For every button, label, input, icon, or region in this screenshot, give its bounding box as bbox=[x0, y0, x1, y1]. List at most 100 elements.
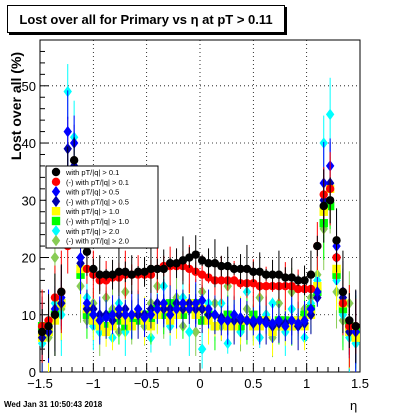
data-point bbox=[108, 270, 117, 279]
data-point bbox=[133, 267, 143, 277]
data-point bbox=[82, 247, 92, 256]
data-point bbox=[236, 264, 245, 274]
x-tick-label: −0.5 bbox=[134, 376, 160, 391]
data-point bbox=[261, 270, 271, 279]
data-point bbox=[121, 309, 130, 321]
data-point bbox=[127, 309, 136, 321]
data-point bbox=[114, 267, 124, 277]
data-point bbox=[191, 297, 200, 310]
timestamp-footer: Wed Jan 31 10:50:43 2018 bbox=[4, 400, 103, 409]
data-point bbox=[197, 270, 207, 279]
data-point bbox=[325, 108, 335, 121]
data-point bbox=[268, 317, 277, 330]
data-point bbox=[338, 287, 348, 297]
data-point bbox=[140, 267, 149, 277]
data-point bbox=[204, 259, 213, 268]
data-point bbox=[172, 259, 181, 268]
data-point bbox=[50, 310, 60, 319]
data-point bbox=[101, 311, 111, 324]
data-point bbox=[325, 196, 335, 205]
data-point bbox=[268, 270, 277, 279]
data-point bbox=[95, 314, 104, 327]
data-point bbox=[229, 309, 239, 321]
data-point bbox=[255, 314, 264, 327]
legend-label: (-) with pT/|q| > 0.5 bbox=[66, 197, 129, 206]
legend-label: (-) with pT/|q| > 0.1 bbox=[66, 178, 129, 187]
data-point bbox=[268, 297, 277, 310]
x-tick-label: 1 bbox=[303, 376, 310, 391]
data-point bbox=[242, 264, 252, 274]
data-point bbox=[300, 314, 309, 327]
data-point bbox=[101, 270, 111, 279]
data-point bbox=[146, 264, 156, 274]
data-point bbox=[159, 264, 168, 274]
data-point bbox=[165, 259, 175, 268]
legend-marker bbox=[51, 216, 61, 226]
legend-marker bbox=[51, 185, 61, 198]
data-point bbox=[261, 317, 271, 330]
data-point bbox=[242, 314, 252, 327]
data-point bbox=[229, 276, 239, 285]
data-point bbox=[204, 303, 213, 315]
data-point bbox=[50, 251, 60, 264]
data-point bbox=[178, 297, 188, 310]
data-point bbox=[197, 294, 207, 307]
data-point bbox=[185, 264, 194, 274]
legend-marker bbox=[51, 177, 61, 186]
legend-marker bbox=[51, 234, 61, 247]
data-point bbox=[255, 267, 264, 277]
legend-label: with pT/|q| > 1.0 bbox=[65, 207, 119, 216]
data-point bbox=[223, 261, 232, 271]
data-point bbox=[261, 281, 271, 291]
y-tick-label: 50 bbox=[22, 79, 36, 94]
data-point bbox=[306, 270, 316, 279]
data-point bbox=[236, 311, 245, 324]
data-point bbox=[313, 241, 322, 251]
data-point bbox=[210, 309, 220, 321]
x-tick-label: −1.5 bbox=[27, 376, 53, 391]
data-point bbox=[57, 287, 66, 297]
y-tick-label: 0 bbox=[29, 365, 36, 380]
legend-label: with pT/|q| > 0.1 bbox=[65, 168, 119, 177]
data-point bbox=[345, 316, 354, 325]
y-tick-label: 20 bbox=[22, 251, 36, 266]
data-point bbox=[146, 309, 156, 321]
data-point bbox=[185, 326, 194, 338]
data-point bbox=[319, 201, 328, 211]
data-point bbox=[114, 303, 124, 315]
y-tick-label: 30 bbox=[22, 193, 36, 208]
data-point bbox=[37, 327, 47, 337]
legend-marker bbox=[51, 207, 61, 216]
x-tick-label: −1 bbox=[86, 376, 101, 391]
legend-label: (-) with pT/|q| > 2.0 bbox=[66, 237, 129, 246]
data-point bbox=[281, 320, 290, 332]
data-point bbox=[89, 264, 98, 274]
x-tick-label: 1.5 bbox=[351, 376, 369, 391]
data-point bbox=[287, 273, 296, 282]
y-tick-label: 40 bbox=[22, 136, 36, 151]
data-point bbox=[191, 326, 200, 338]
data-point bbox=[159, 297, 168, 310]
data-point bbox=[185, 303, 194, 315]
data-point bbox=[197, 256, 207, 265]
data-point bbox=[191, 250, 200, 259]
y-tick-label: 10 bbox=[22, 308, 36, 323]
data-point bbox=[287, 314, 296, 327]
data-point bbox=[153, 264, 162, 274]
data-point bbox=[76, 251, 85, 264]
data-point bbox=[293, 284, 303, 294]
data-point bbox=[185, 253, 194, 262]
data-point bbox=[63, 125, 72, 138]
data-point bbox=[351, 322, 360, 331]
data-point bbox=[217, 314, 226, 327]
data-point bbox=[293, 276, 303, 285]
data-point bbox=[89, 309, 98, 321]
data-point bbox=[95, 270, 104, 279]
legend-marker bbox=[51, 225, 61, 237]
data-point bbox=[153, 303, 162, 315]
y-axis-label: Lost over all (%) bbox=[8, 51, 24, 161]
data-point bbox=[281, 273, 290, 282]
data-point bbox=[274, 314, 284, 327]
data-point bbox=[133, 303, 143, 315]
